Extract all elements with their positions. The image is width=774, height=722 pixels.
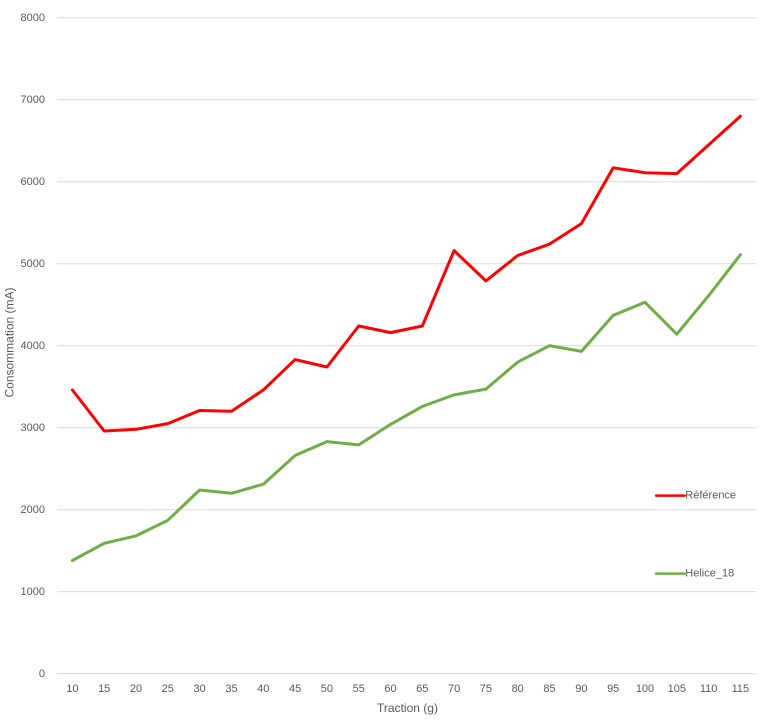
svg-text:60: 60 — [384, 683, 396, 695]
svg-text:3000: 3000 — [21, 422, 45, 434]
svg-text:100: 100 — [636, 683, 654, 695]
svg-text:105: 105 — [668, 683, 686, 695]
svg-text:20: 20 — [130, 683, 142, 695]
svg-text:55: 55 — [353, 683, 365, 695]
svg-text:75: 75 — [480, 683, 492, 695]
svg-text:Consommation (mA): Consommation (mA) — [3, 287, 17, 397]
svg-text:8000: 8000 — [21, 12, 45, 24]
svg-text:5000: 5000 — [21, 258, 45, 270]
svg-text:95: 95 — [607, 683, 619, 695]
svg-text:Helice_18: Helice_18 — [685, 567, 734, 579]
svg-text:1000: 1000 — [21, 586, 45, 598]
svg-text:Référence: Référence — [685, 489, 736, 501]
svg-text:15: 15 — [98, 683, 110, 695]
svg-text:50: 50 — [321, 683, 333, 695]
svg-text:Traction (g): Traction (g) — [377, 701, 438, 715]
svg-text:45: 45 — [289, 683, 301, 695]
svg-text:90: 90 — [575, 683, 587, 695]
svg-text:0: 0 — [39, 668, 45, 680]
svg-text:115: 115 — [732, 683, 750, 695]
svg-text:35: 35 — [225, 683, 237, 695]
svg-text:40: 40 — [257, 683, 269, 695]
svg-text:10: 10 — [66, 683, 78, 695]
svg-text:80: 80 — [512, 683, 524, 695]
svg-text:65: 65 — [416, 683, 428, 695]
svg-text:2000: 2000 — [21, 504, 45, 516]
svg-text:70: 70 — [448, 683, 460, 695]
svg-text:110: 110 — [700, 683, 718, 695]
svg-text:4000: 4000 — [21, 340, 45, 352]
svg-text:85: 85 — [543, 683, 555, 695]
svg-text:7000: 7000 — [21, 94, 45, 106]
svg-text:6000: 6000 — [21, 176, 45, 188]
svg-text:30: 30 — [193, 683, 205, 695]
svg-text:25: 25 — [162, 683, 174, 695]
